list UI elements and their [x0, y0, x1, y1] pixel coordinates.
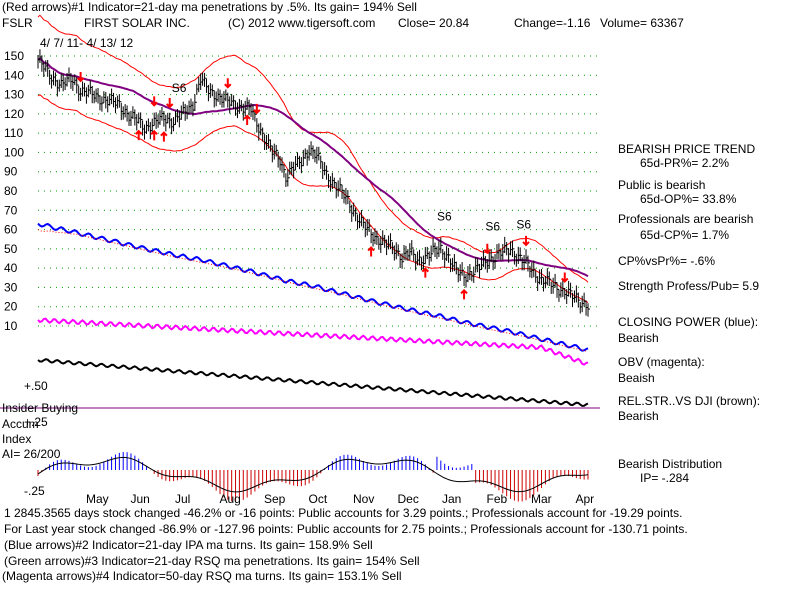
ip-value: IP= -.284: [640, 471, 690, 485]
footer-line-5: (Magenta arrows)#4 Indicator=50-day RSQ …: [2, 569, 402, 583]
series-lower-band: [37, 94, 589, 304]
month-label: Mar: [531, 492, 552, 506]
op-value: 65d-OP%= 33.8%: [640, 192, 737, 206]
y-tick-label: 30: [4, 280, 18, 294]
cp-vs-pr: CP%vsPr%= -.6%: [618, 254, 716, 268]
accum-label: Accum: [2, 417, 39, 431]
s6-signal-label: S6: [172, 81, 187, 95]
header-indicator-line: (Red arrows)#1 Indicator=21-day ma penet…: [2, 0, 417, 14]
accumulation-panel: [0, 407, 600, 502]
buy-arrow: [421, 267, 430, 278]
y-tick-label: 140: [4, 68, 24, 82]
y-tick-label: 110: [4, 126, 23, 140]
date-range: 4/ 7/ 11- 4/ 13/ 12: [40, 36, 134, 50]
chart-grid: [38, 55, 600, 327]
buy-arrow: [134, 129, 143, 141]
month-label: Sep: [264, 492, 286, 506]
series-relstr: [37, 358, 589, 407]
y-tick-label: 20: [4, 300, 18, 314]
footer-line-4: (Green arrows)#3 Indicator=21-day RSQ ma…: [4, 554, 420, 568]
trend-title: BEARISH PRICE TREND: [618, 142, 756, 156]
month-label: Aug: [220, 492, 241, 506]
relstr-value: Bearish: [618, 409, 659, 423]
series-obv: [37, 317, 589, 366]
s6-signal-label: S6: [516, 218, 531, 232]
y-tick-label: 130: [4, 88, 24, 102]
footer-line-3: (Blue arrows)#2 Indicator=21-day IPA ma …: [4, 538, 373, 552]
month-label: Apr: [576, 492, 595, 506]
closing-power-value: Bearish: [618, 331, 659, 345]
obv-label: OBV (magenta):: [618, 355, 705, 369]
series-closing-power: [37, 222, 589, 352]
sell-arrow: [483, 243, 492, 255]
y-tick-label: 120: [4, 107, 24, 121]
buy-arrow: [160, 131, 168, 142]
buy-arrow: [460, 288, 468, 300]
index-label: Index: [2, 432, 32, 446]
y-tick-label: 90: [4, 165, 18, 179]
sell-arrow: [76, 71, 85, 83]
accum-plus50: +.50: [24, 379, 48, 393]
sell-arrow: [224, 78, 232, 89]
y-tick-label: 80: [4, 184, 18, 198]
distribution-label: Bearish Distribution: [618, 457, 723, 471]
month-label: Oct: [309, 492, 328, 506]
ai-value: AI= 26/200: [2, 447, 61, 461]
ticker-symbol: FSLR: [2, 16, 33, 30]
company-name: FIRST SOLAR INC.: [84, 16, 190, 30]
sell-arrow: [150, 96, 158, 107]
obv-value: Beaish: [618, 371, 655, 385]
month-label: Feb: [487, 492, 508, 506]
accum-line: [37, 456, 589, 493]
series-upper-band: [37, 14, 589, 283]
y-axis-ticks: 150 140 130 120 110 100 90 80 70 60 50 40 30 20 10: [4, 49, 24, 333]
close-price: Close= 20.84: [398, 16, 470, 30]
y-tick-label: 40: [4, 261, 18, 275]
chart-series: [37, 14, 590, 407]
closing-power-label: CLOSING POWER (blue):: [618, 315, 759, 329]
footer-line-2: For Last year stock changed -86.9% or -1…: [4, 522, 688, 536]
month-label: Jan: [442, 492, 461, 506]
x-axis-months: May Jun Jul Aug Sep Oct Nov Dec Jan Feb Mar Apr: [86, 492, 594, 506]
y-tick-label: 60: [4, 223, 18, 237]
buy-arrow: [150, 129, 158, 141]
strength-ratio: Strength Profess/Pub= 5.9: [618, 279, 760, 293]
pr-value: 65d-PR%= 2.2%: [640, 156, 730, 170]
y-tick-label: 10: [4, 319, 18, 333]
month-label: Dec: [398, 492, 419, 506]
sell-arrow: [253, 103, 261, 115]
y-tick-label: 70: [4, 203, 18, 217]
month-label: Jul: [175, 492, 190, 506]
s6-signal-label: S6: [437, 209, 452, 223]
month-label: May: [86, 492, 109, 506]
buy-arrow: [243, 114, 251, 125]
professionals-label: Professionals are bearish: [618, 212, 754, 226]
signal-arrows: S6 S6 S6 S6: [76, 71, 569, 300]
y-tick-label: 100: [4, 145, 24, 159]
sell-arrow: [561, 272, 569, 283]
y-tick-label: 150: [4, 49, 24, 63]
public-label: Public is bearish: [618, 178, 706, 192]
accum-minus25: -.25: [24, 484, 45, 498]
copyright: (C) 2012 www.tigersoft.com: [228, 16, 376, 30]
accum-plus25: +.25: [24, 415, 48, 429]
footer-line-1: 1 2845.3565 days stock changed -46.2% or…: [4, 506, 683, 520]
sell-arrow: [522, 235, 530, 247]
series-cp-ma: [37, 229, 589, 352]
insider-buying: Insider Buying: [2, 401, 79, 415]
price-change: Change=-1.16: [514, 16, 591, 30]
volume: Volume= 63367: [600, 16, 684, 30]
y-tick-label: 50: [4, 242, 18, 256]
cp-value: 65d-CP%= 1.7%: [640, 228, 730, 242]
month-label: Jun: [131, 492, 150, 506]
month-label: Nov: [353, 492, 374, 506]
buy-arrow: [367, 246, 375, 257]
sell-arrow: [165, 97, 174, 109]
s6-signal-label: S6: [485, 220, 500, 234]
relstr-label: REL.STR..VS DJI (brown):: [618, 394, 761, 408]
